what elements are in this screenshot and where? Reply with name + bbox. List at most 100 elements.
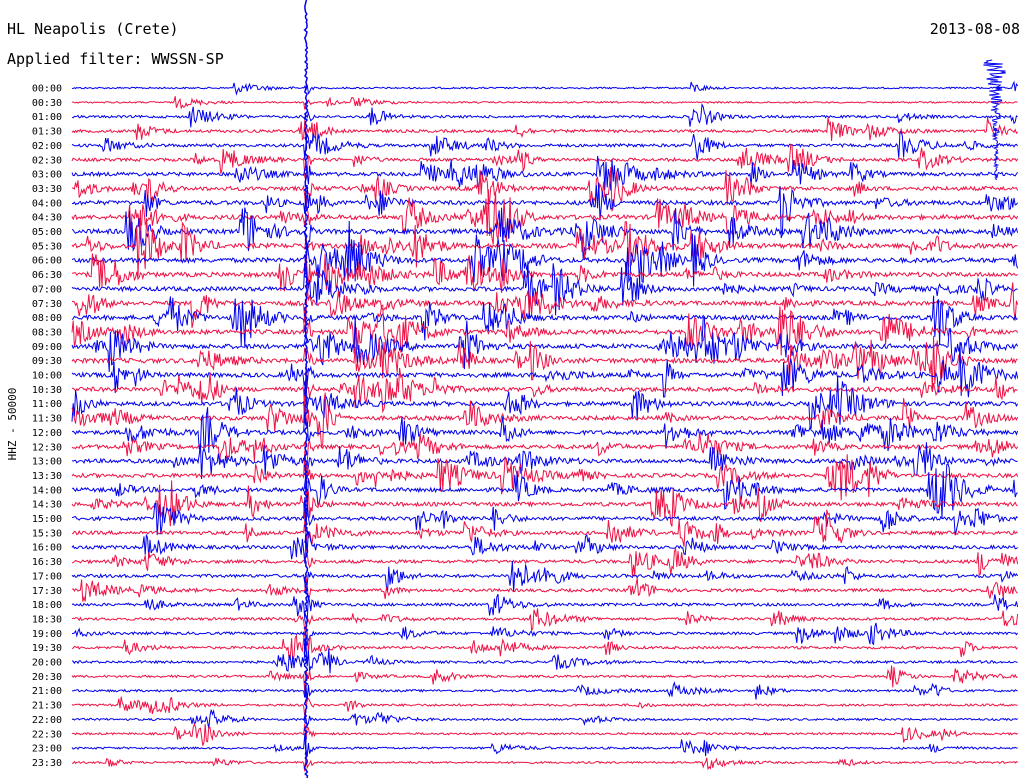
time-tick-label: 14:00 — [32, 485, 62, 496]
time-tick-label: 07:00 — [32, 284, 62, 295]
time-tick-label: 06:30 — [32, 270, 62, 281]
trace-line — [71, 182, 1019, 239]
time-tick-label: 06:00 — [32, 256, 62, 267]
trace-line — [71, 282, 1019, 328]
trace-line — [72, 622, 1019, 652]
trace-line — [71, 117, 1018, 143]
time-tick-label: 13:00 — [32, 457, 62, 468]
time-tick-label: 15:00 — [32, 514, 62, 525]
time-tick-label: 23:30 — [32, 758, 62, 769]
time-tick-label: 10:30 — [32, 385, 62, 396]
trace-line — [71, 304, 1019, 356]
time-tick-label: 05:30 — [32, 241, 62, 252]
trace-line — [71, 102, 1018, 128]
time-tick-label: 01:00 — [32, 112, 62, 123]
trace-line — [71, 375, 1019, 429]
trace-line — [71, 593, 1019, 626]
trace-line — [71, 260, 1018, 320]
time-tick-label: 18:00 — [32, 600, 62, 611]
trace-line — [71, 576, 1018, 602]
trace-line — [71, 155, 1018, 191]
trace-line — [71, 295, 1018, 347]
time-tick-label: 10:00 — [32, 371, 62, 382]
time-tick-label: 18:30 — [32, 614, 62, 625]
time-tick-label: 03:30 — [32, 184, 62, 195]
time-label-group: 00:00 00:30 01:00 01:30 02:00 02:30 03:00 03:30… — [32, 84, 62, 769]
filter-label: Applied filter: WWSSN-SP — [7, 50, 224, 68]
event-spike-trace — [983, 59, 1006, 181]
trace-line — [72, 362, 1018, 414]
time-tick-label: 22:00 — [32, 715, 62, 726]
time-tick-label: 00:30 — [32, 98, 62, 109]
trace-line — [71, 341, 1019, 398]
trace-line — [71, 252, 1018, 293]
trace-line — [71, 722, 1018, 746]
trace-line — [71, 709, 1018, 729]
trace-line — [71, 407, 1019, 453]
time-tick-label: 21:00 — [32, 686, 62, 697]
trace-line — [71, 392, 1019, 449]
time-tick-label: 08:00 — [32, 313, 62, 324]
trace-line — [71, 431, 1019, 470]
trace-line — [71, 608, 1019, 634]
time-tick-label: 00:00 — [32, 84, 62, 95]
time-tick-label: 09:00 — [32, 342, 62, 353]
time-tick-label: 19:00 — [32, 629, 62, 640]
time-tick-label: 04:00 — [32, 198, 62, 209]
trace-line — [71, 547, 1019, 577]
time-tick-label: 07:30 — [32, 299, 62, 310]
time-tick-label: 11:30 — [32, 414, 62, 425]
trace-line — [71, 665, 1018, 694]
time-tick-label: 17:30 — [32, 586, 62, 597]
time-tick-label: 16:00 — [32, 543, 62, 554]
time-tick-label: 05:00 — [32, 227, 62, 238]
time-tick-label: 15:30 — [32, 528, 62, 539]
time-tick-label: 22:30 — [32, 729, 62, 740]
trace-line — [71, 220, 1019, 287]
trace-line — [71, 143, 1019, 181]
trace-line — [71, 166, 1019, 212]
time-tick-label: 20:30 — [32, 672, 62, 683]
time-tick-label: 21:30 — [32, 701, 62, 712]
trace-group — [71, 0, 1019, 779]
time-tick-label: 08:30 — [32, 327, 62, 338]
time-tick-label: 23:00 — [32, 744, 62, 755]
trace-line — [71, 131, 1018, 161]
trace-line — [71, 480, 1018, 527]
time-tick-label: 02:30 — [32, 155, 62, 166]
trace-line — [71, 96, 1018, 110]
time-tick-label: 12:30 — [32, 442, 62, 453]
trace-line — [71, 316, 1019, 373]
time-tick-label: 04:30 — [32, 213, 62, 224]
event-vertical-trace — [303, 0, 309, 779]
time-tick-label: 02:00 — [32, 141, 62, 152]
time-tick-label: 11:00 — [32, 399, 62, 410]
date-label: 2013-08-08 — [929, 20, 1020, 38]
trace-line — [71, 463, 1018, 519]
time-tick-label: 01:30 — [32, 127, 62, 138]
time-tick-label: 19:30 — [32, 643, 62, 654]
trace-line — [71, 207, 1019, 259]
trace-line — [71, 497, 1018, 536]
time-tick-label: 03:00 — [32, 170, 62, 181]
time-tick-label: 20:00 — [32, 658, 62, 669]
trace-line — [71, 734, 1018, 757]
time-tick-label: 13:30 — [32, 471, 62, 482]
time-tick-label: 17:00 — [32, 571, 62, 582]
trace-line — [71, 696, 1018, 717]
trace-line — [71, 209, 1018, 277]
trace-line — [71, 643, 1018, 674]
time-tick-label: 12:00 — [32, 428, 62, 439]
trace-line — [71, 80, 1019, 96]
trace-line — [71, 560, 1019, 595]
time-tick-label: 14:30 — [32, 500, 62, 511]
trace-line — [72, 753, 1018, 772]
trace-line — [71, 442, 1018, 483]
time-tick-label: 16:30 — [32, 557, 62, 568]
channel-axis-label: HHZ - 50000 — [6, 388, 19, 461]
trace-line — [71, 531, 1018, 564]
time-tick-label: 09:30 — [32, 356, 62, 367]
station-title: HL Neapolis (Crete) — [7, 20, 179, 38]
trace-line — [71, 509, 1018, 548]
